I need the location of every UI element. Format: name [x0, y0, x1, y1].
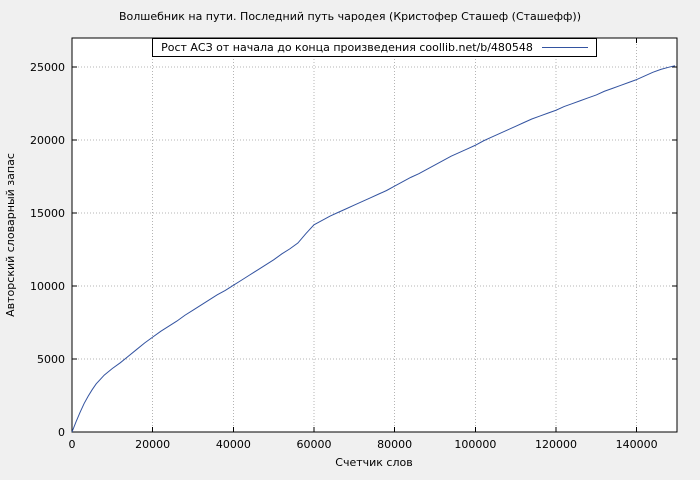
x-tick-label: 140000	[616, 438, 658, 451]
y-axis-label: Авторский словарный запас	[4, 153, 17, 317]
y-tick-label: 15000	[30, 207, 65, 220]
y-tick-label: 10000	[30, 280, 65, 293]
x-tick-label: 80000	[377, 438, 412, 451]
x-axis-label: Счетчик слов	[335, 456, 412, 469]
x-tick-label: 60000	[297, 438, 332, 451]
x-tick-label: 0	[69, 438, 76, 451]
plot-background	[72, 38, 677, 432]
x-tick-label: 120000	[535, 438, 577, 451]
chart-title: Волшебник на пути. Последний путь чароде…	[119, 10, 581, 23]
y-tick-label: 25000	[30, 61, 65, 74]
x-tick-label: 40000	[216, 438, 251, 451]
x-tick-label: 100000	[454, 438, 496, 451]
series-line	[71, 65, 676, 433]
y-tick-label: 5000	[37, 353, 65, 366]
x-tick-label: 20000	[135, 438, 170, 451]
y-tick-label: 0	[58, 426, 65, 439]
y-tick-label: 20000	[30, 134, 65, 147]
